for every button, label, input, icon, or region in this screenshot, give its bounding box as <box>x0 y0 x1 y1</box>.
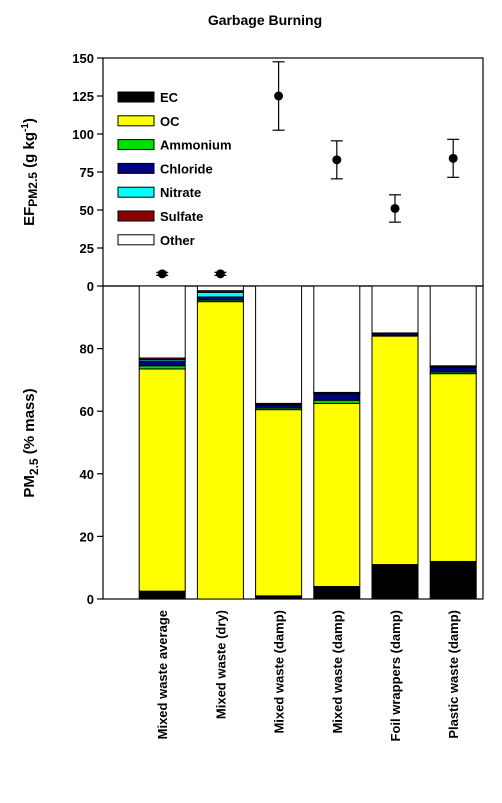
legend-swatch <box>117 115 155 127</box>
point <box>390 203 400 213</box>
point <box>448 153 458 163</box>
legend-swatch <box>117 91 155 103</box>
legend-label: Sulfate <box>160 209 203 224</box>
bar-segment <box>255 285 303 404</box>
x-tick-label: Mixed waste (damp) <box>272 610 287 734</box>
bar-segment <box>255 409 303 597</box>
bar-segment <box>429 366 477 373</box>
x-tick-label: Mixed waste average <box>155 610 170 739</box>
y-axis-title: EFPM2.5 (g kg-1) <box>20 118 40 226</box>
y-tick-label: 50 <box>80 203 94 218</box>
legend-label: Ammonium <box>160 138 232 153</box>
bar-segment <box>313 285 361 393</box>
y-axis-title: PM2.5 (% mass) <box>21 388 41 497</box>
y-tick-label: 25 <box>80 241 94 256</box>
bar-segment <box>313 393 361 401</box>
x-tick-label: Foil wrappers (damp) <box>388 610 403 741</box>
x-tick-label: Plastic waste (damp) <box>446 610 461 739</box>
bar-segment <box>138 368 186 592</box>
y-tick-label: 0 <box>87 279 94 294</box>
y-tick-label: 100 <box>72 127 94 142</box>
x-tick-label: Mixed waste (dry) <box>213 610 228 719</box>
bar-segment <box>429 560 477 600</box>
bar-segment <box>196 291 244 298</box>
legend-label: Other <box>160 233 195 248</box>
legend-swatch <box>117 186 155 198</box>
legend-label: OC <box>160 114 180 129</box>
bar-segment <box>196 301 244 600</box>
y-tick-label: 60 <box>80 404 94 419</box>
chart-title: Garbage Burning <box>208 12 322 28</box>
y-tick-label: 20 <box>80 529 94 544</box>
point <box>332 155 342 165</box>
point <box>157 269 167 279</box>
legend-swatch <box>117 139 155 151</box>
bar-segment <box>429 285 477 367</box>
bar-segment <box>138 360 186 367</box>
y-tick-label: 80 <box>80 342 94 357</box>
legend-label: Chloride <box>160 161 213 176</box>
bar-segment <box>371 335 419 566</box>
x-tick-label: Mixed waste (damp) <box>330 610 345 734</box>
legend-swatch <box>117 210 155 222</box>
legend-swatch <box>117 234 155 246</box>
point <box>215 269 225 279</box>
legend-label: Nitrate <box>160 185 201 200</box>
bar-segment <box>429 373 477 562</box>
bar-segment <box>371 564 419 600</box>
bar-segment <box>313 585 361 600</box>
bar-segment <box>371 285 419 334</box>
bar-segment <box>138 590 186 600</box>
legend-label: EC <box>160 90 179 105</box>
y-tick-label: 40 <box>80 467 94 482</box>
bar-segment <box>196 285 244 292</box>
y-tick-label: 75 <box>80 165 94 180</box>
y-tick-label: 0 <box>87 592 94 607</box>
y-tick-label: 150 <box>72 51 94 66</box>
y-tick-label: 125 <box>72 89 94 104</box>
bar-segment <box>138 285 186 359</box>
bar-segment <box>313 402 361 587</box>
legend-swatch <box>117 162 155 174</box>
point <box>274 91 284 101</box>
